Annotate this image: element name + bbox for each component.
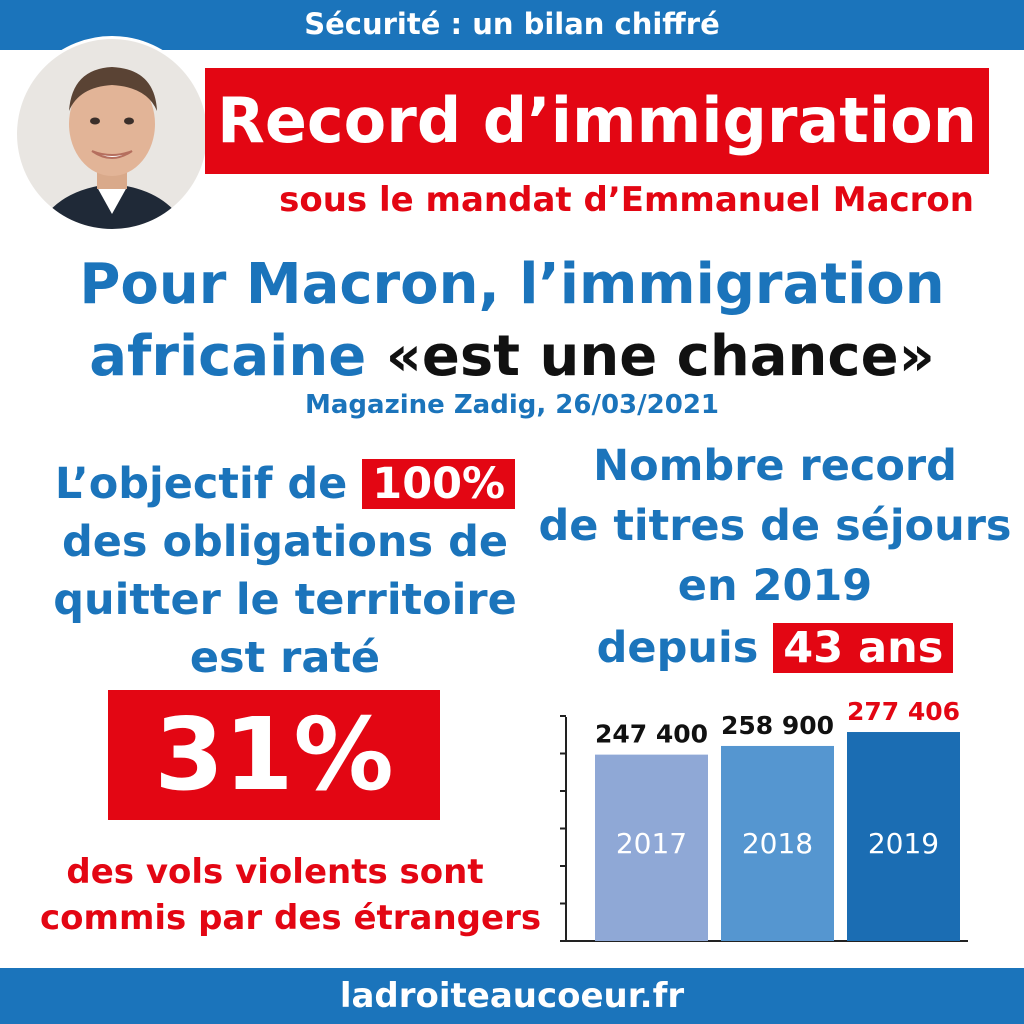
big-stat: 31% bbox=[154, 696, 394, 813]
record-years-badge: 43 ans bbox=[773, 623, 954, 673]
record-line-4: depuis 43 ans bbox=[535, 618, 1015, 678]
headline: Record d’immigration bbox=[217, 84, 977, 157]
objective-line-4: est raté bbox=[189, 633, 381, 683]
objective-text: L’objectif de bbox=[54, 459, 363, 509]
quote-source: Magazine Zadig, 26/03/2021 bbox=[305, 390, 719, 420]
banner-title: Sécurité : un bilan chiffré bbox=[304, 7, 720, 41]
record-line-1: Nombre record bbox=[593, 441, 957, 491]
stat-caption-2: commis par des étrangers bbox=[40, 898, 542, 938]
record-line-3: en 2019 bbox=[677, 561, 873, 611]
bar-2017 bbox=[595, 754, 708, 941]
record-line-2: de titres de séjours bbox=[538, 501, 1012, 551]
bar-category-label: 2017 bbox=[616, 827, 687, 860]
top-banner: Sécurité : un bilan chiffré bbox=[0, 0, 1024, 50]
subheadline: sous le mandat d’Emmanuel Macron bbox=[279, 180, 974, 220]
bar-value-label: 247 400 bbox=[595, 720, 708, 749]
quote-line-1: Pour Macron, l’immigration bbox=[79, 252, 945, 317]
big-stat-background bbox=[108, 690, 440, 820]
bar-category-label: 2019 bbox=[868, 827, 939, 860]
quote-line-2-blue: africaine bbox=[89, 324, 386, 389]
macron-portrait bbox=[14, 36, 210, 232]
objective-percent-badge: 100% bbox=[362, 459, 516, 509]
bottom-banner: ladroiteaucoeur.fr bbox=[0, 968, 1024, 1024]
bar-value-label: 277 406 bbox=[847, 697, 960, 726]
residence-permits-chart: 2017 247 400 2018 258 900 2019 277 406 bbox=[560, 697, 968, 942]
bar-2019 bbox=[847, 732, 960, 941]
stat-caption-1: des vols violents sont bbox=[66, 852, 484, 892]
website-url[interactable]: ladroiteaucoeur.fr bbox=[339, 976, 685, 1016]
headline-background bbox=[205, 68, 989, 174]
objective-line-1: L’objectif de 100% bbox=[0, 455, 570, 513]
bar-value-label: 258 900 bbox=[721, 711, 834, 740]
record-text: depuis bbox=[596, 623, 774, 673]
quote-line-2: africaine «est une chance» bbox=[0, 322, 1024, 392]
objective-line-3: quitter le territoire bbox=[53, 575, 517, 625]
bar-category-label: 2018 bbox=[742, 827, 813, 860]
quote-line-2-black: «est une chance» bbox=[385, 324, 935, 389]
objective-line-2: des obligations de bbox=[61, 517, 509, 567]
bar-2018 bbox=[721, 745, 834, 941]
